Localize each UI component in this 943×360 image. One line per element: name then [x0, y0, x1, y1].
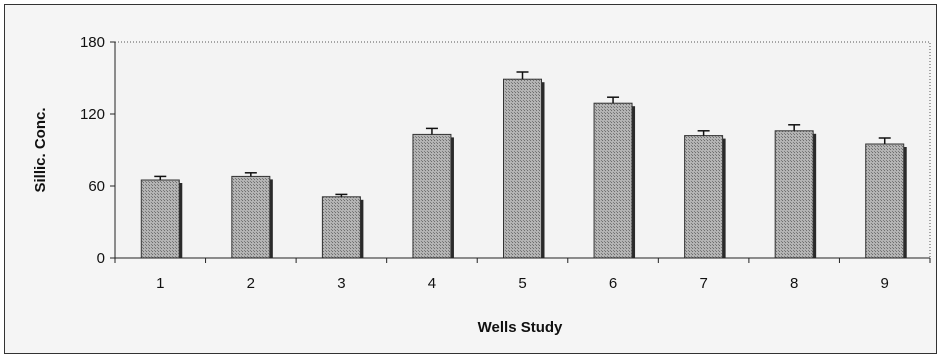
- y-tick-label: 180: [80, 34, 105, 51]
- bar-well-4: [412, 133, 452, 259]
- x-tick-label: 3: [337, 275, 345, 292]
- x-tick-label: 6: [609, 275, 617, 292]
- x-ticks-group: 1 2 3 4 5 6 7 8 9: [114, 258, 931, 292]
- x-tick-label: 5: [518, 275, 526, 292]
- bar-well-6: [593, 102, 633, 259]
- y-ticks-group: 0 60 120 180: [80, 34, 115, 267]
- y-tick-label: 0: [97, 250, 105, 267]
- error-bars-group: [154, 71, 891, 197]
- x-tick-label: 7: [699, 275, 707, 292]
- x-tick-label: 2: [247, 275, 255, 292]
- y-tick-label: 120: [80, 106, 105, 123]
- y-axis-title: Sillic. Conc.: [32, 107, 49, 192]
- bars-group: [140, 78, 907, 259]
- x-tick-label: 1: [156, 275, 164, 292]
- bar-well-9: [865, 143, 905, 259]
- bar-well-1: [140, 179, 180, 259]
- bar-well-5: [503, 78, 542, 259]
- bar-well-8: [774, 130, 814, 259]
- chart-frame: 0 60 120 180 1 2 3 4 5 6 7 8 9 Sillic. Conc. Wells …: [4, 4, 937, 354]
- x-tick-label: 8: [790, 275, 798, 292]
- bar-chart: 0 60 120 180 1 2 3 4 5 6 7 8 9 Sillic. Conc. Wells …: [32, 34, 931, 336]
- bar-well-2: [231, 175, 271, 259]
- x-axis-title: Wells Study: [478, 319, 563, 336]
- x-tick-label: 4: [428, 275, 436, 292]
- bar-well-3: [321, 196, 361, 259]
- x-tick-label: 9: [881, 275, 889, 292]
- y-tick-label: 60: [88, 178, 105, 195]
- bar-well-7: [684, 135, 724, 259]
